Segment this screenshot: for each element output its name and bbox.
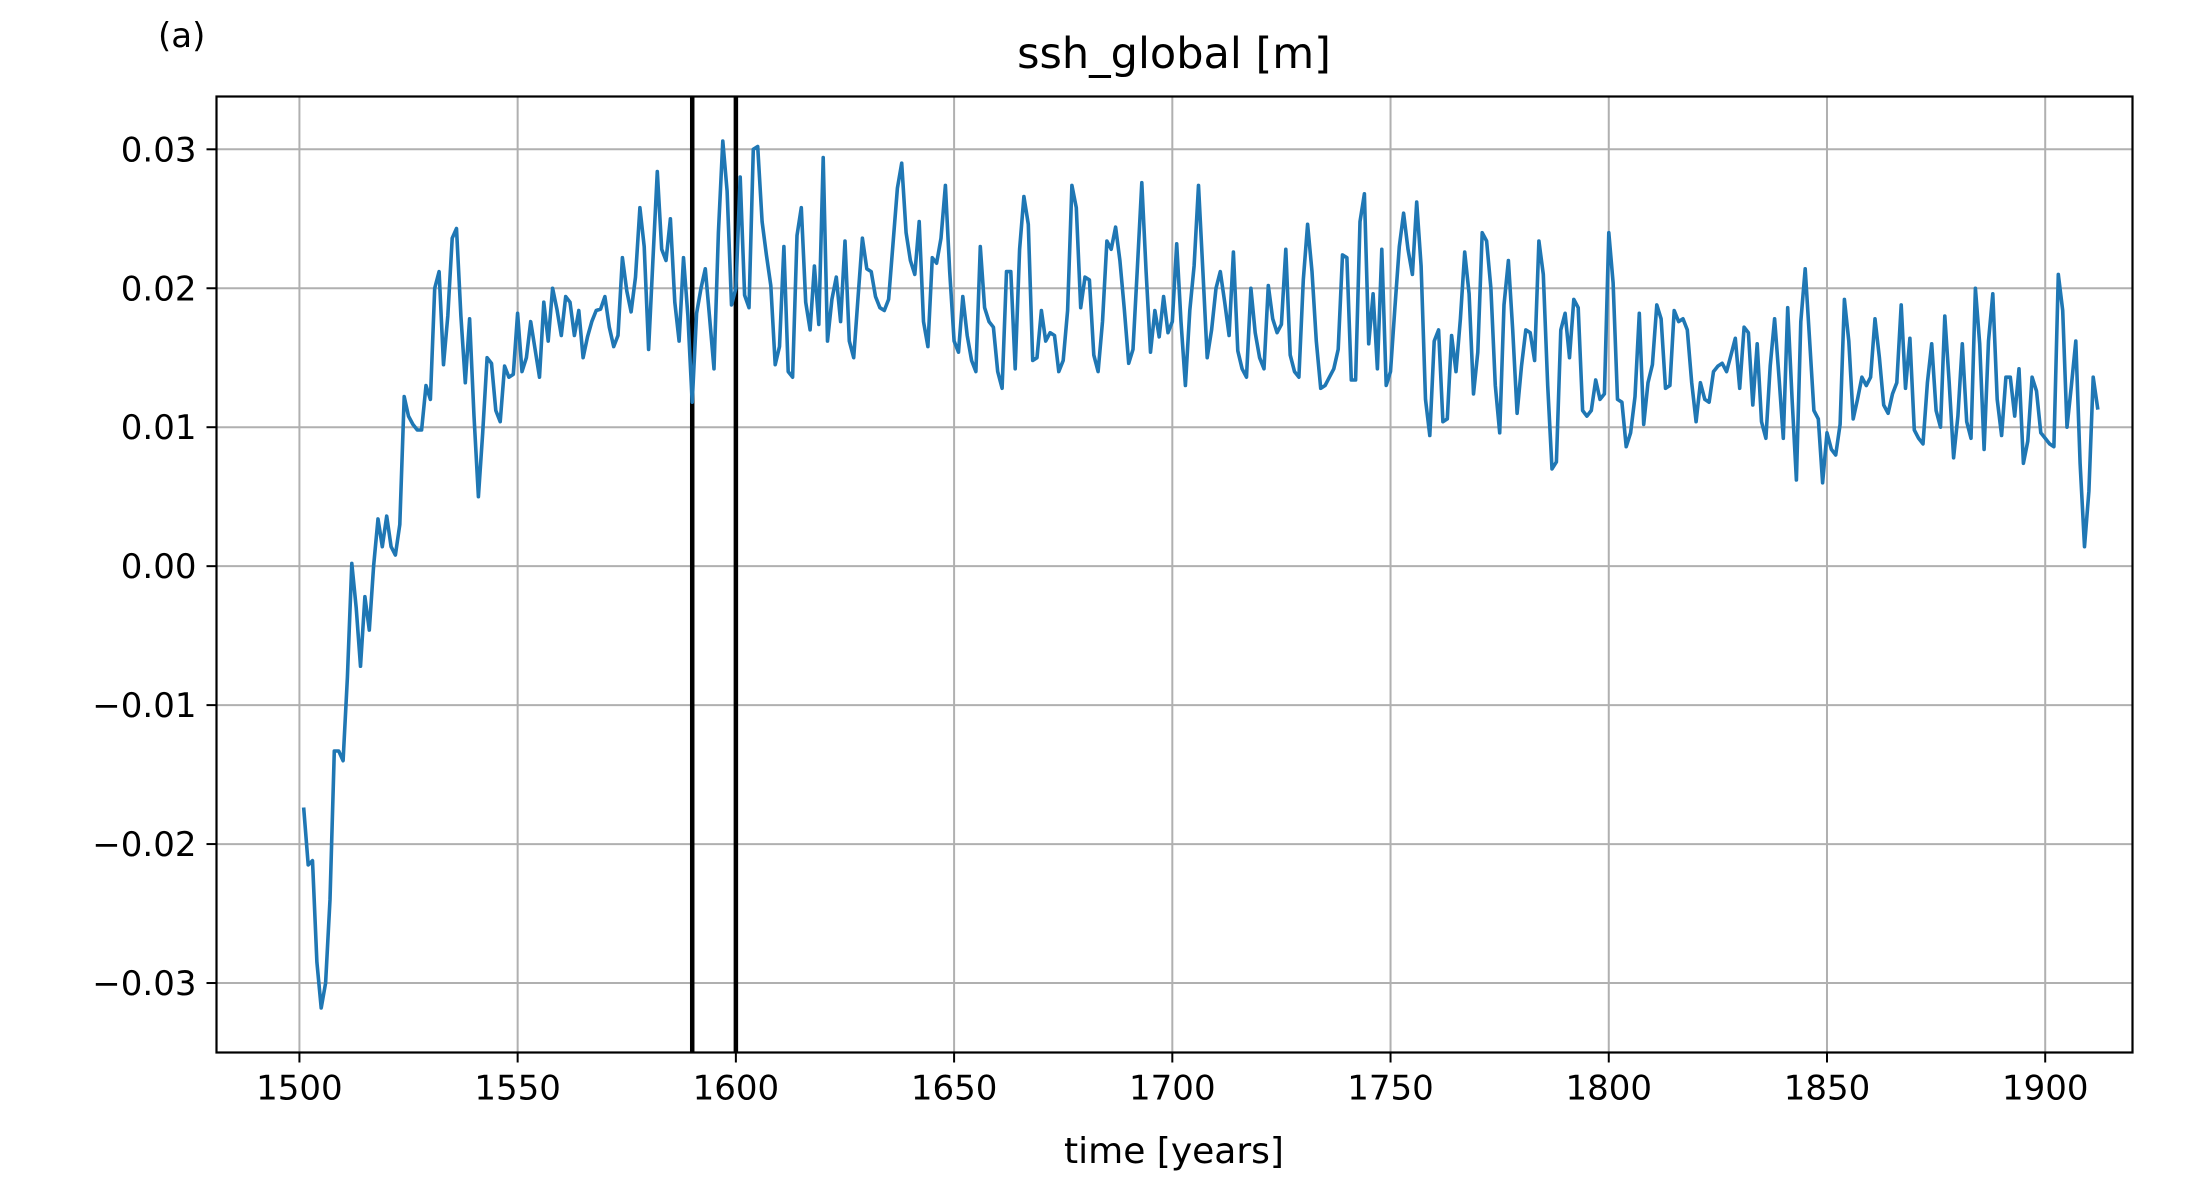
x-tick-label: 1750 bbox=[1347, 1069, 1434, 1109]
y-tick-label: −0.01 bbox=[92, 686, 196, 726]
y-tick-label: 0.00 bbox=[121, 547, 197, 587]
grid-lines bbox=[216, 96, 2133, 1053]
series-layer bbox=[301, 139, 2100, 1010]
y-axis-ticks: −0.03 −0.02 −0.01 0.00 0.01 0.02 0.03 bbox=[92, 130, 217, 1004]
y-tick-label: 0.03 bbox=[121, 130, 197, 170]
y-tick-label: 0.01 bbox=[121, 408, 197, 448]
panel-label: (a) bbox=[158, 16, 205, 56]
chart-title: ssh_global [m] bbox=[1017, 29, 1331, 79]
plot-frame bbox=[215, 95, 2134, 1054]
x-tick-label: 1550 bbox=[474, 1069, 561, 1109]
y-tick-label: −0.02 bbox=[92, 825, 196, 865]
series-line bbox=[301, 139, 2100, 1010]
x-axis-label: time [years] bbox=[1064, 1131, 1284, 1172]
x-tick-label: 1700 bbox=[1129, 1069, 1216, 1109]
x-tick-label: 1800 bbox=[1565, 1069, 1652, 1109]
x-tick-label: 1650 bbox=[911, 1069, 998, 1109]
x-tick-label: 1850 bbox=[1784, 1069, 1871, 1109]
x-axis-ticks: 1500 1550 1600 1650 1700 1750 1800 1850 1900 bbox=[256, 1052, 2089, 1109]
x-tick-label: 1900 bbox=[2002, 1069, 2089, 1109]
x-tick-label: 1600 bbox=[693, 1069, 780, 1109]
y-tick-label: 0.02 bbox=[121, 269, 197, 309]
x-tick-label: 1500 bbox=[256, 1069, 343, 1109]
y-tick-label: −0.03 bbox=[92, 964, 196, 1004]
